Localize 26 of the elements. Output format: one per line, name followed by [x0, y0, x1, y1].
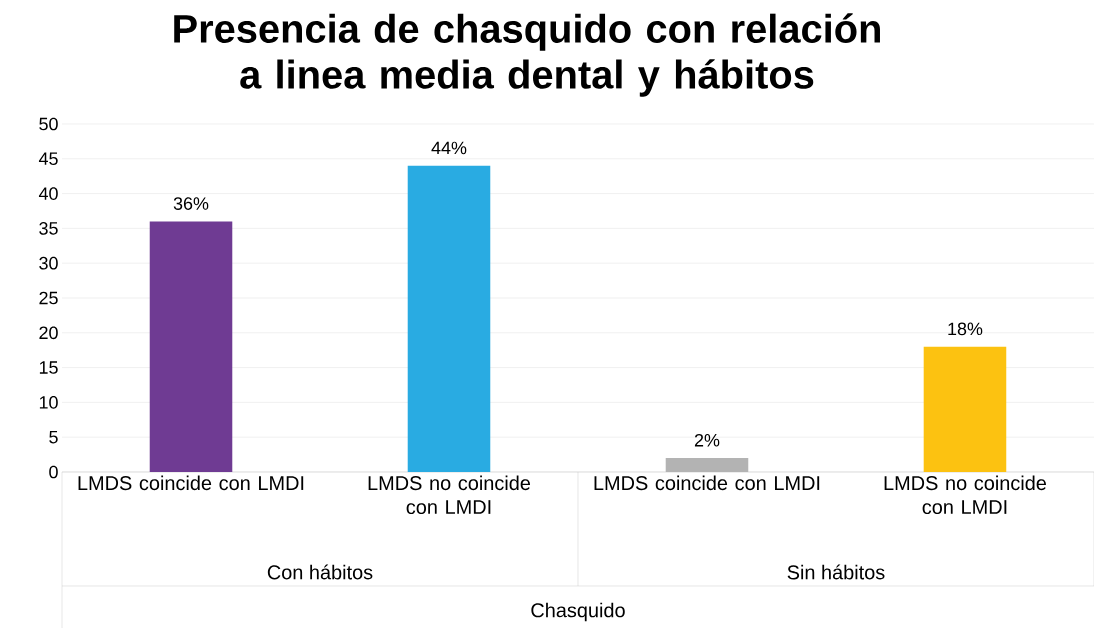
- y-tick-label: 0: [49, 465, 58, 479]
- y-tick-label: 10: [39, 396, 58, 409]
- data-label: 36%: [173, 197, 209, 210]
- bar: [923, 346, 1007, 472]
- data-label: 18%: [948, 322, 983, 336]
- y-tick-label: 45: [38, 152, 58, 166]
- text: Sin hábitos: [787, 564, 885, 580]
- x-tick-label: LMDS coincide con LMDI: [78, 475, 304, 491]
- data-label: 44%: [431, 141, 467, 155]
- x-tick-label: LMDS no coincide con LMDI: [368, 475, 531, 515]
- text: Chasquido: [531, 602, 625, 622]
- y-tick-label: 25: [39, 291, 58, 305]
- y-tick-label: 30: [39, 256, 58, 270]
- y-tick-label: 50: [39, 117, 58, 131]
- y-tick-label: 15: [39, 361, 58, 374]
- y-tick-label: 5: [49, 430, 58, 444]
- y-tick-label: 20: [39, 326, 58, 340]
- x-tick-label: LMDS no coincide con LMDI: [884, 475, 1046, 515]
- chart-title: Presencia de chasquido con relación a linea media dental y hábitos: [174, 13, 880, 97]
- bar: [407, 165, 491, 472]
- text: Con hábitos: [267, 564, 373, 580]
- data-label: 2%: [694, 433, 720, 447]
- y-tick-label: 40: [38, 187, 58, 200]
- x-tick-label: LMDS coincide con LMDI: [594, 475, 820, 491]
- bar: [149, 221, 233, 472]
- y-tick-label: 35: [39, 222, 58, 235]
